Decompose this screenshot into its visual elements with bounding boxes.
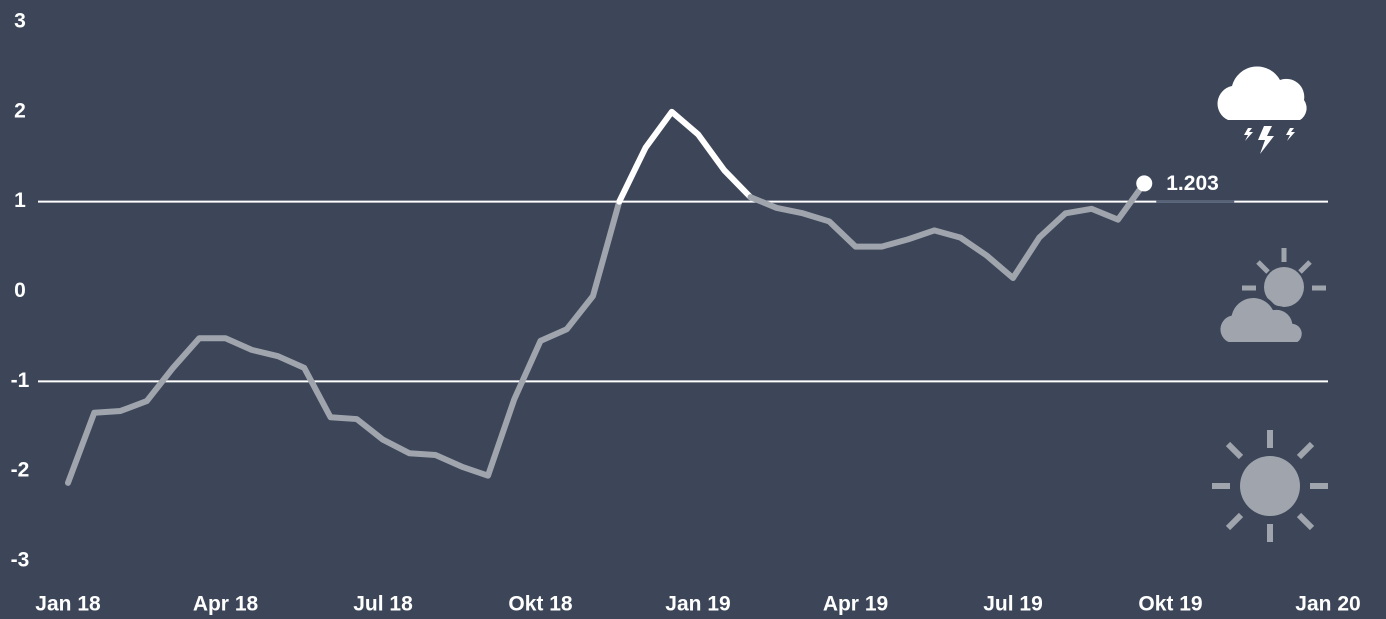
value-label-box — [1156, 167, 1235, 200]
y-tick-label: 0 — [14, 279, 26, 302]
x-tick-label: Jul 18 — [353, 593, 413, 616]
y-tick-label: -2 — [11, 459, 30, 482]
y-tick-label: 3 — [14, 10, 26, 33]
end-point — [1136, 175, 1153, 192]
line-segment — [747, 180, 1148, 282]
sun-cloud-icon — [1216, 248, 1326, 346]
x-tick-label: Okt 18 — [508, 593, 573, 616]
x-tick-label: Jan 19 — [665, 593, 730, 616]
line-segment — [65, 198, 623, 486]
line-segment — [616, 108, 754, 205]
x-tick-label: Jan 20 — [1295, 593, 1360, 616]
y-tick-label: 2 — [14, 99, 26, 122]
x-tick-label: Apr 18 — [193, 593, 259, 616]
value-label: 1.203 — [1166, 172, 1219, 195]
y-tick-label: 1 — [14, 189, 26, 212]
x-tick-label: Okt 19 — [1138, 593, 1202, 616]
storm-icon — [1217, 66, 1307, 154]
sun-icon — [1212, 430, 1328, 542]
x-tick-label: Jan 18 — [35, 593, 101, 616]
x-tick-label: Jul 19 — [983, 593, 1043, 616]
x-tick-label: Apr 19 — [823, 593, 888, 616]
y-tick-label: -1 — [11, 369, 30, 392]
y-tick-label: -3 — [11, 549, 30, 572]
